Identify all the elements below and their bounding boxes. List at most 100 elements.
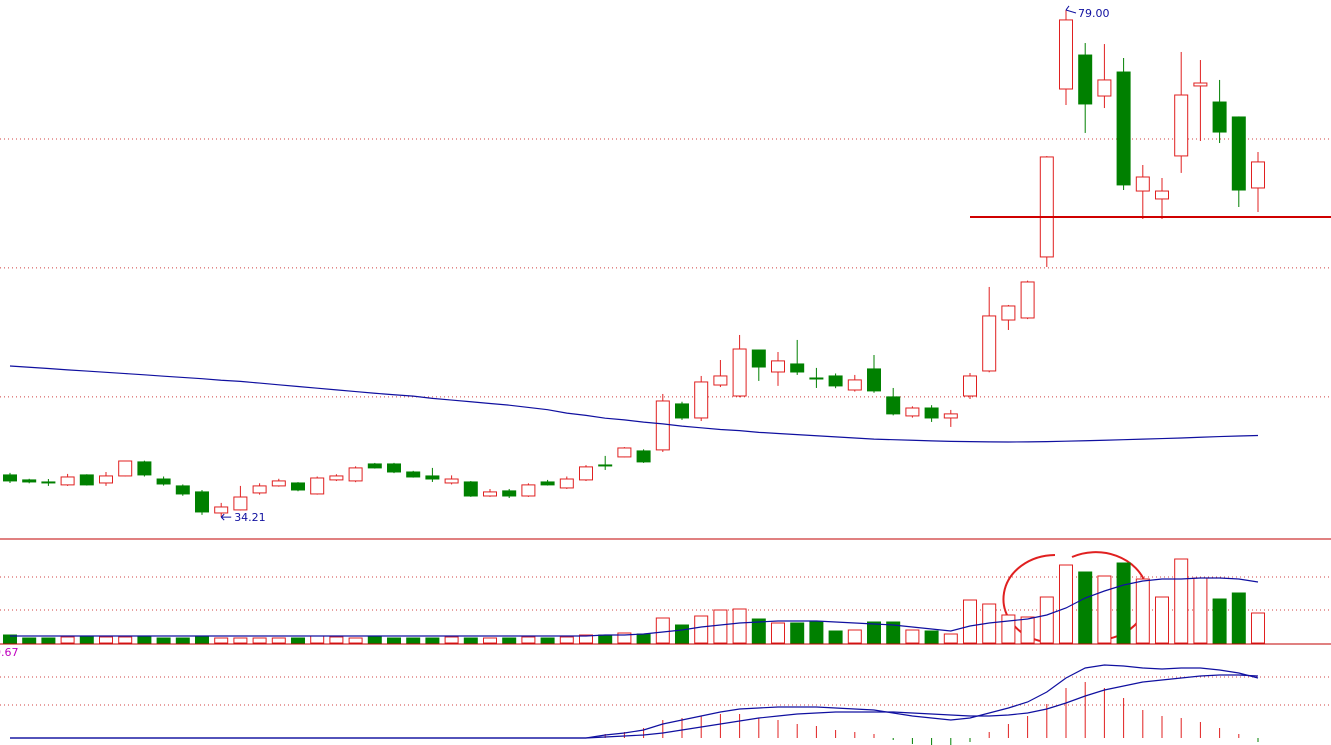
candle-body xyxy=(771,360,785,373)
volume-bar xyxy=(1212,598,1227,644)
candle-body xyxy=(1135,176,1150,192)
candle-body xyxy=(1193,82,1208,87)
candle-body xyxy=(425,475,440,480)
volume-bar xyxy=(348,637,363,644)
macd-label: 0.67 xyxy=(0,646,19,659)
volume-bar xyxy=(886,621,901,644)
volume-bar xyxy=(924,630,939,644)
candle-body xyxy=(156,478,171,485)
candle-body xyxy=(1078,54,1093,105)
candle-body xyxy=(886,396,901,415)
volume-bar xyxy=(60,636,75,644)
volume-bar xyxy=(118,636,133,644)
candle-body xyxy=(790,363,805,373)
candle-body xyxy=(982,315,997,372)
volume-bar xyxy=(329,636,344,644)
volume-bar xyxy=(1174,558,1189,644)
volume-bar xyxy=(1078,571,1093,644)
max-label: 79.00 xyxy=(1078,7,1110,20)
candle-body xyxy=(214,506,229,514)
volume-bar xyxy=(1020,616,1035,644)
candle-body xyxy=(175,485,190,495)
volume-bar xyxy=(790,622,805,644)
volume-bar xyxy=(252,637,267,644)
volume-bar xyxy=(1251,612,1265,644)
volume-bar xyxy=(655,617,670,644)
volume-bar xyxy=(867,621,881,644)
candle-body xyxy=(636,450,651,463)
candle-body xyxy=(713,375,728,386)
volume-bar xyxy=(233,637,248,644)
volume-bar xyxy=(751,618,766,644)
candle-body xyxy=(751,349,766,368)
volume-bar xyxy=(771,622,785,644)
candle-body xyxy=(195,491,209,513)
volume-bar xyxy=(809,621,824,644)
candle-body xyxy=(22,479,37,483)
candle-body xyxy=(1039,156,1054,258)
candle-body xyxy=(406,471,421,478)
volume-bar xyxy=(483,637,497,644)
candle-body xyxy=(867,368,881,392)
candle-body xyxy=(1097,79,1112,97)
volume-bar xyxy=(963,599,977,644)
candle-body xyxy=(483,491,497,497)
candle-body xyxy=(847,379,862,391)
candle-body xyxy=(3,474,17,482)
candle-body xyxy=(617,447,632,458)
candle-body xyxy=(1116,71,1131,186)
volume-bar xyxy=(713,609,728,644)
candle-body xyxy=(905,407,920,417)
volume-bar xyxy=(195,635,209,644)
candle-body xyxy=(271,480,286,487)
candle-body xyxy=(60,476,75,486)
candle-body xyxy=(310,477,325,495)
candle-body xyxy=(291,482,305,491)
candle-body xyxy=(694,381,709,419)
ma-line xyxy=(9,365,1259,443)
candle-body xyxy=(828,375,843,387)
min-label: 34.21 xyxy=(234,511,266,524)
volume-bar xyxy=(1097,575,1112,644)
volume-bar xyxy=(1155,596,1169,644)
candle-body xyxy=(1155,190,1169,200)
volume-bar xyxy=(502,637,517,644)
candle-body xyxy=(655,400,670,451)
volume-bar xyxy=(156,637,171,644)
volume-bar xyxy=(1039,596,1054,644)
volume-bar xyxy=(1135,578,1150,644)
volume-bar xyxy=(463,637,478,644)
candle-body xyxy=(540,481,555,486)
volume-bar xyxy=(694,615,709,644)
candle-body xyxy=(502,490,517,497)
candle-body xyxy=(387,463,401,473)
candle-body xyxy=(1059,19,1073,90)
candle-body xyxy=(559,478,574,489)
volume-bar xyxy=(175,637,190,644)
volume-bar xyxy=(1231,592,1246,644)
candle-body xyxy=(1001,305,1016,321)
candle-body xyxy=(1174,94,1189,157)
volume-bar xyxy=(847,629,862,644)
volume-bar xyxy=(732,608,747,644)
label-arrow xyxy=(220,513,232,521)
candle-body xyxy=(137,461,152,476)
volume-bar xyxy=(214,637,229,644)
volume-bar xyxy=(291,637,305,644)
candle-body xyxy=(963,375,977,397)
volume-bar xyxy=(3,634,17,644)
volume-bar xyxy=(271,637,286,644)
volume-bar xyxy=(99,636,113,644)
candle-body xyxy=(233,496,248,511)
volume-bar xyxy=(425,637,440,644)
volume-bar xyxy=(79,636,94,644)
volume-bar xyxy=(559,636,574,644)
candle-body xyxy=(732,348,747,397)
volume-bar xyxy=(41,637,56,644)
candle-body xyxy=(579,466,593,481)
volume-bar xyxy=(1193,577,1208,644)
volume-bar xyxy=(444,636,459,644)
candle-body xyxy=(444,478,459,484)
volume-bar xyxy=(387,637,401,644)
volume-bar xyxy=(1001,614,1016,644)
